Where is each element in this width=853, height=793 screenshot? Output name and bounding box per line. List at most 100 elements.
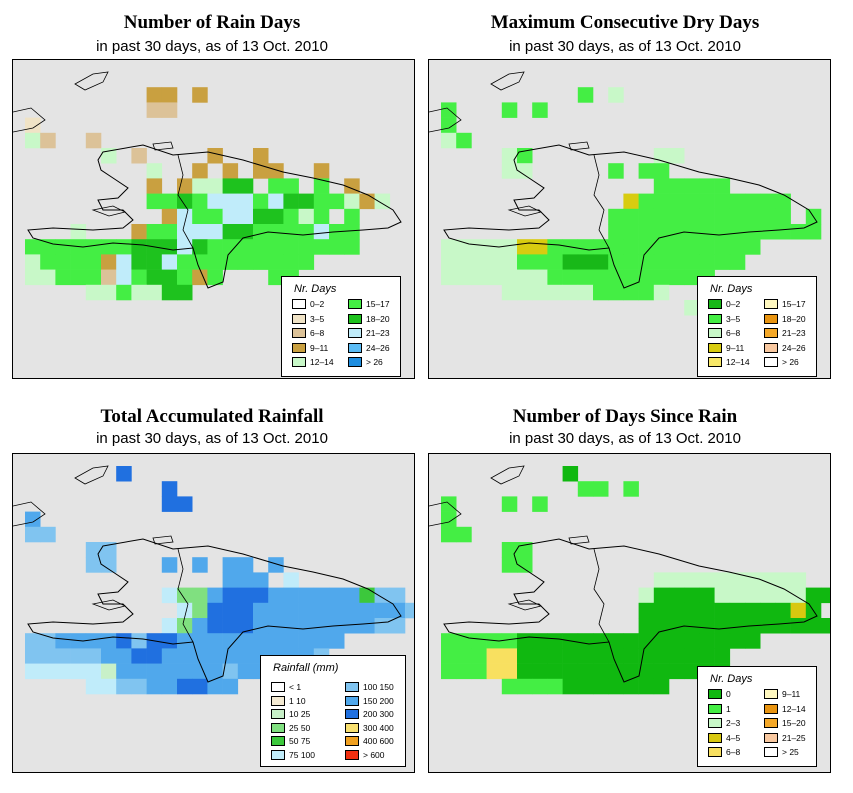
map-cell: [441, 269, 457, 286]
legend-item: > 25: [764, 747, 799, 757]
legend-swatch: [292, 313, 306, 324]
map-cell: [532, 239, 548, 255]
legend-item: 12–14: [764, 703, 806, 714]
map-cell: [699, 254, 715, 270]
dry-days-map: Nr. Days 0–2 3–5 6–8 9–11 12–14 15–17 18–20 21–…: [428, 59, 831, 379]
map-cell: [577, 284, 594, 301]
legend-item: 10 25: [271, 709, 310, 719]
map-cell: [253, 602, 269, 619]
map-cell: [729, 602, 746, 619]
map-cell: [25, 663, 41, 680]
map-cell: [359, 618, 375, 634]
map-cell: [623, 193, 639, 210]
map-cell: [699, 224, 715, 240]
map-cell: [684, 193, 700, 210]
map-cell: [25, 633, 41, 649]
map-cell: [517, 284, 533, 301]
map-cell: [298, 193, 315, 210]
map-cell: [623, 481, 639, 497]
map-cell: [699, 208, 715, 225]
map-cell: [207, 224, 223, 240]
map-cell: [222, 618, 239, 634]
map-cell: [70, 663, 87, 680]
map-cell: [283, 208, 299, 225]
map-cell: [714, 572, 731, 588]
map-cell: [268, 239, 284, 255]
legend-item: 0–2: [292, 299, 324, 309]
legend-item: 50 75: [271, 736, 310, 746]
map-cell: [547, 269, 563, 286]
map-cell: [456, 633, 472, 649]
map-cell: [207, 269, 223, 286]
legend-label: 1: [726, 703, 731, 714]
legend-item: 21–25: [764, 732, 806, 743]
legend-item: < 1: [271, 682, 301, 692]
map-cell: [222, 633, 239, 649]
map-cell: [237, 254, 254, 270]
map-cell: [821, 618, 830, 634]
map-cell: [131, 224, 147, 240]
map-cell: [653, 208, 670, 225]
legend-item: 6–8: [292, 328, 324, 338]
map-cell: [532, 254, 548, 270]
map-cell: [653, 663, 670, 680]
map-cell: [146, 648, 163, 664]
map-cell: [177, 224, 193, 240]
map-cell: [253, 633, 269, 649]
map-cell: [669, 587, 685, 604]
map-cell: [714, 224, 731, 240]
legend-item: 400 600: [345, 736, 394, 746]
map-cell: [237, 648, 254, 664]
legend-label: 25 50: [289, 722, 311, 733]
days-since-rain-legend: Nr. Days 0 1 2–3 4–5 6–8 9–11 12–14 15–20 21–25 >…: [697, 666, 817, 767]
map-cell: [608, 224, 624, 240]
map-cell: [405, 602, 414, 619]
map-cell: [222, 557, 239, 573]
legend-label: 400 600: [363, 736, 394, 746]
map-cell: [116, 633, 132, 649]
map-cell: [745, 602, 761, 619]
map-cell: [146, 87, 163, 103]
map-cell: [177, 254, 193, 270]
map-cell: [161, 239, 178, 255]
map-cell: [253, 618, 269, 634]
panel-4-subtitle: in past 30 days, as of 13 Oct. 2010: [509, 430, 741, 447]
map-cell: [268, 254, 284, 270]
gonave-island-outline: [91, 599, 127, 611]
legend-item: 1: [708, 703, 731, 714]
map-cell: [441, 102, 457, 118]
legend-item: 12–14: [708, 357, 750, 367]
map-cell: [207, 254, 223, 270]
legend-swatch: [764, 328, 778, 338]
legend-label: 1 10: [289, 695, 306, 706]
legend-item: 9–11: [292, 342, 328, 353]
map-cell: [699, 572, 715, 588]
map-cell: [593, 481, 609, 497]
legend-item: 15–17: [764, 299, 806, 309]
map-cell: [669, 572, 685, 588]
legend-swatch: [345, 695, 359, 706]
map-cell: [237, 618, 254, 634]
gonave-island-outline: [91, 205, 127, 217]
map-cell: [790, 224, 807, 240]
legend-swatch: [345, 682, 359, 692]
legend-label: 24–26: [366, 342, 390, 353]
map-cell: [192, 224, 208, 240]
legend-item: 6–8: [708, 747, 740, 757]
map-cell: [714, 633, 731, 649]
map-cell: [684, 178, 700, 194]
map-cell: [501, 648, 518, 664]
map-cell: [268, 208, 284, 225]
map-cell: [85, 633, 102, 649]
legend-item: 1 10: [271, 695, 306, 706]
map-cell: [25, 526, 41, 543]
map-cell: [684, 254, 700, 270]
legend-swatch: [708, 718, 722, 728]
map-cell: [55, 254, 71, 270]
map-cell: [699, 239, 715, 255]
map-cell: [268, 557, 284, 573]
legend-label: 300 400: [363, 722, 394, 733]
map-cell: [40, 269, 56, 286]
map-cell: [161, 678, 178, 695]
legend-item: 15–20: [764, 718, 806, 728]
